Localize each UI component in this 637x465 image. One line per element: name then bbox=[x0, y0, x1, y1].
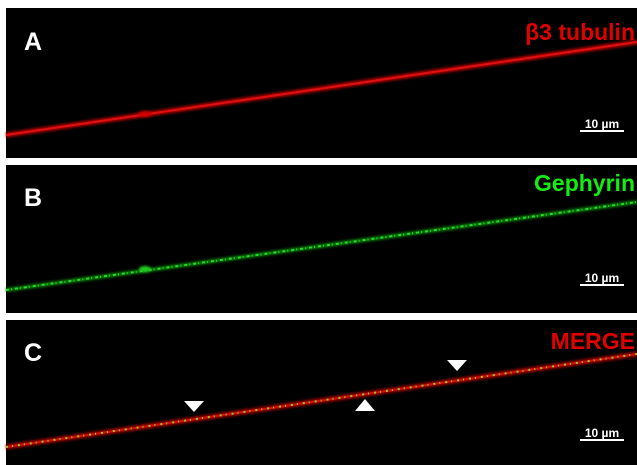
panel-label: C bbox=[24, 339, 42, 367]
panel-a: A β3 tubulin 10 µm bbox=[6, 8, 637, 158]
scale-bar-label: 10 µm bbox=[585, 117, 619, 131]
panel-b: B Gephyrin 10 µm bbox=[6, 165, 637, 313]
panel-background bbox=[6, 320, 637, 465]
page: {"panels": [ {"label": "A", "channel": "… bbox=[0, 0, 637, 465]
channel-label: MERGE bbox=[551, 328, 635, 354]
fiber-swelling bbox=[139, 266, 151, 272]
channel-label: β3 tubulin bbox=[525, 19, 635, 45]
scale-bar-label: 10 µm bbox=[585, 271, 619, 285]
figure: A β3 tubulin 10 µm B Gephyrin 10 µm C ME… bbox=[0, 0, 637, 465]
panel-label: A bbox=[24, 28, 42, 56]
panel-c: C MERGE 10 µm bbox=[6, 320, 637, 465]
panel-label: B bbox=[24, 184, 42, 212]
channel-label: Gephyrin bbox=[534, 170, 635, 196]
fiber-swelling bbox=[138, 111, 152, 117]
scale-bar-label: 10 µm bbox=[585, 426, 619, 440]
